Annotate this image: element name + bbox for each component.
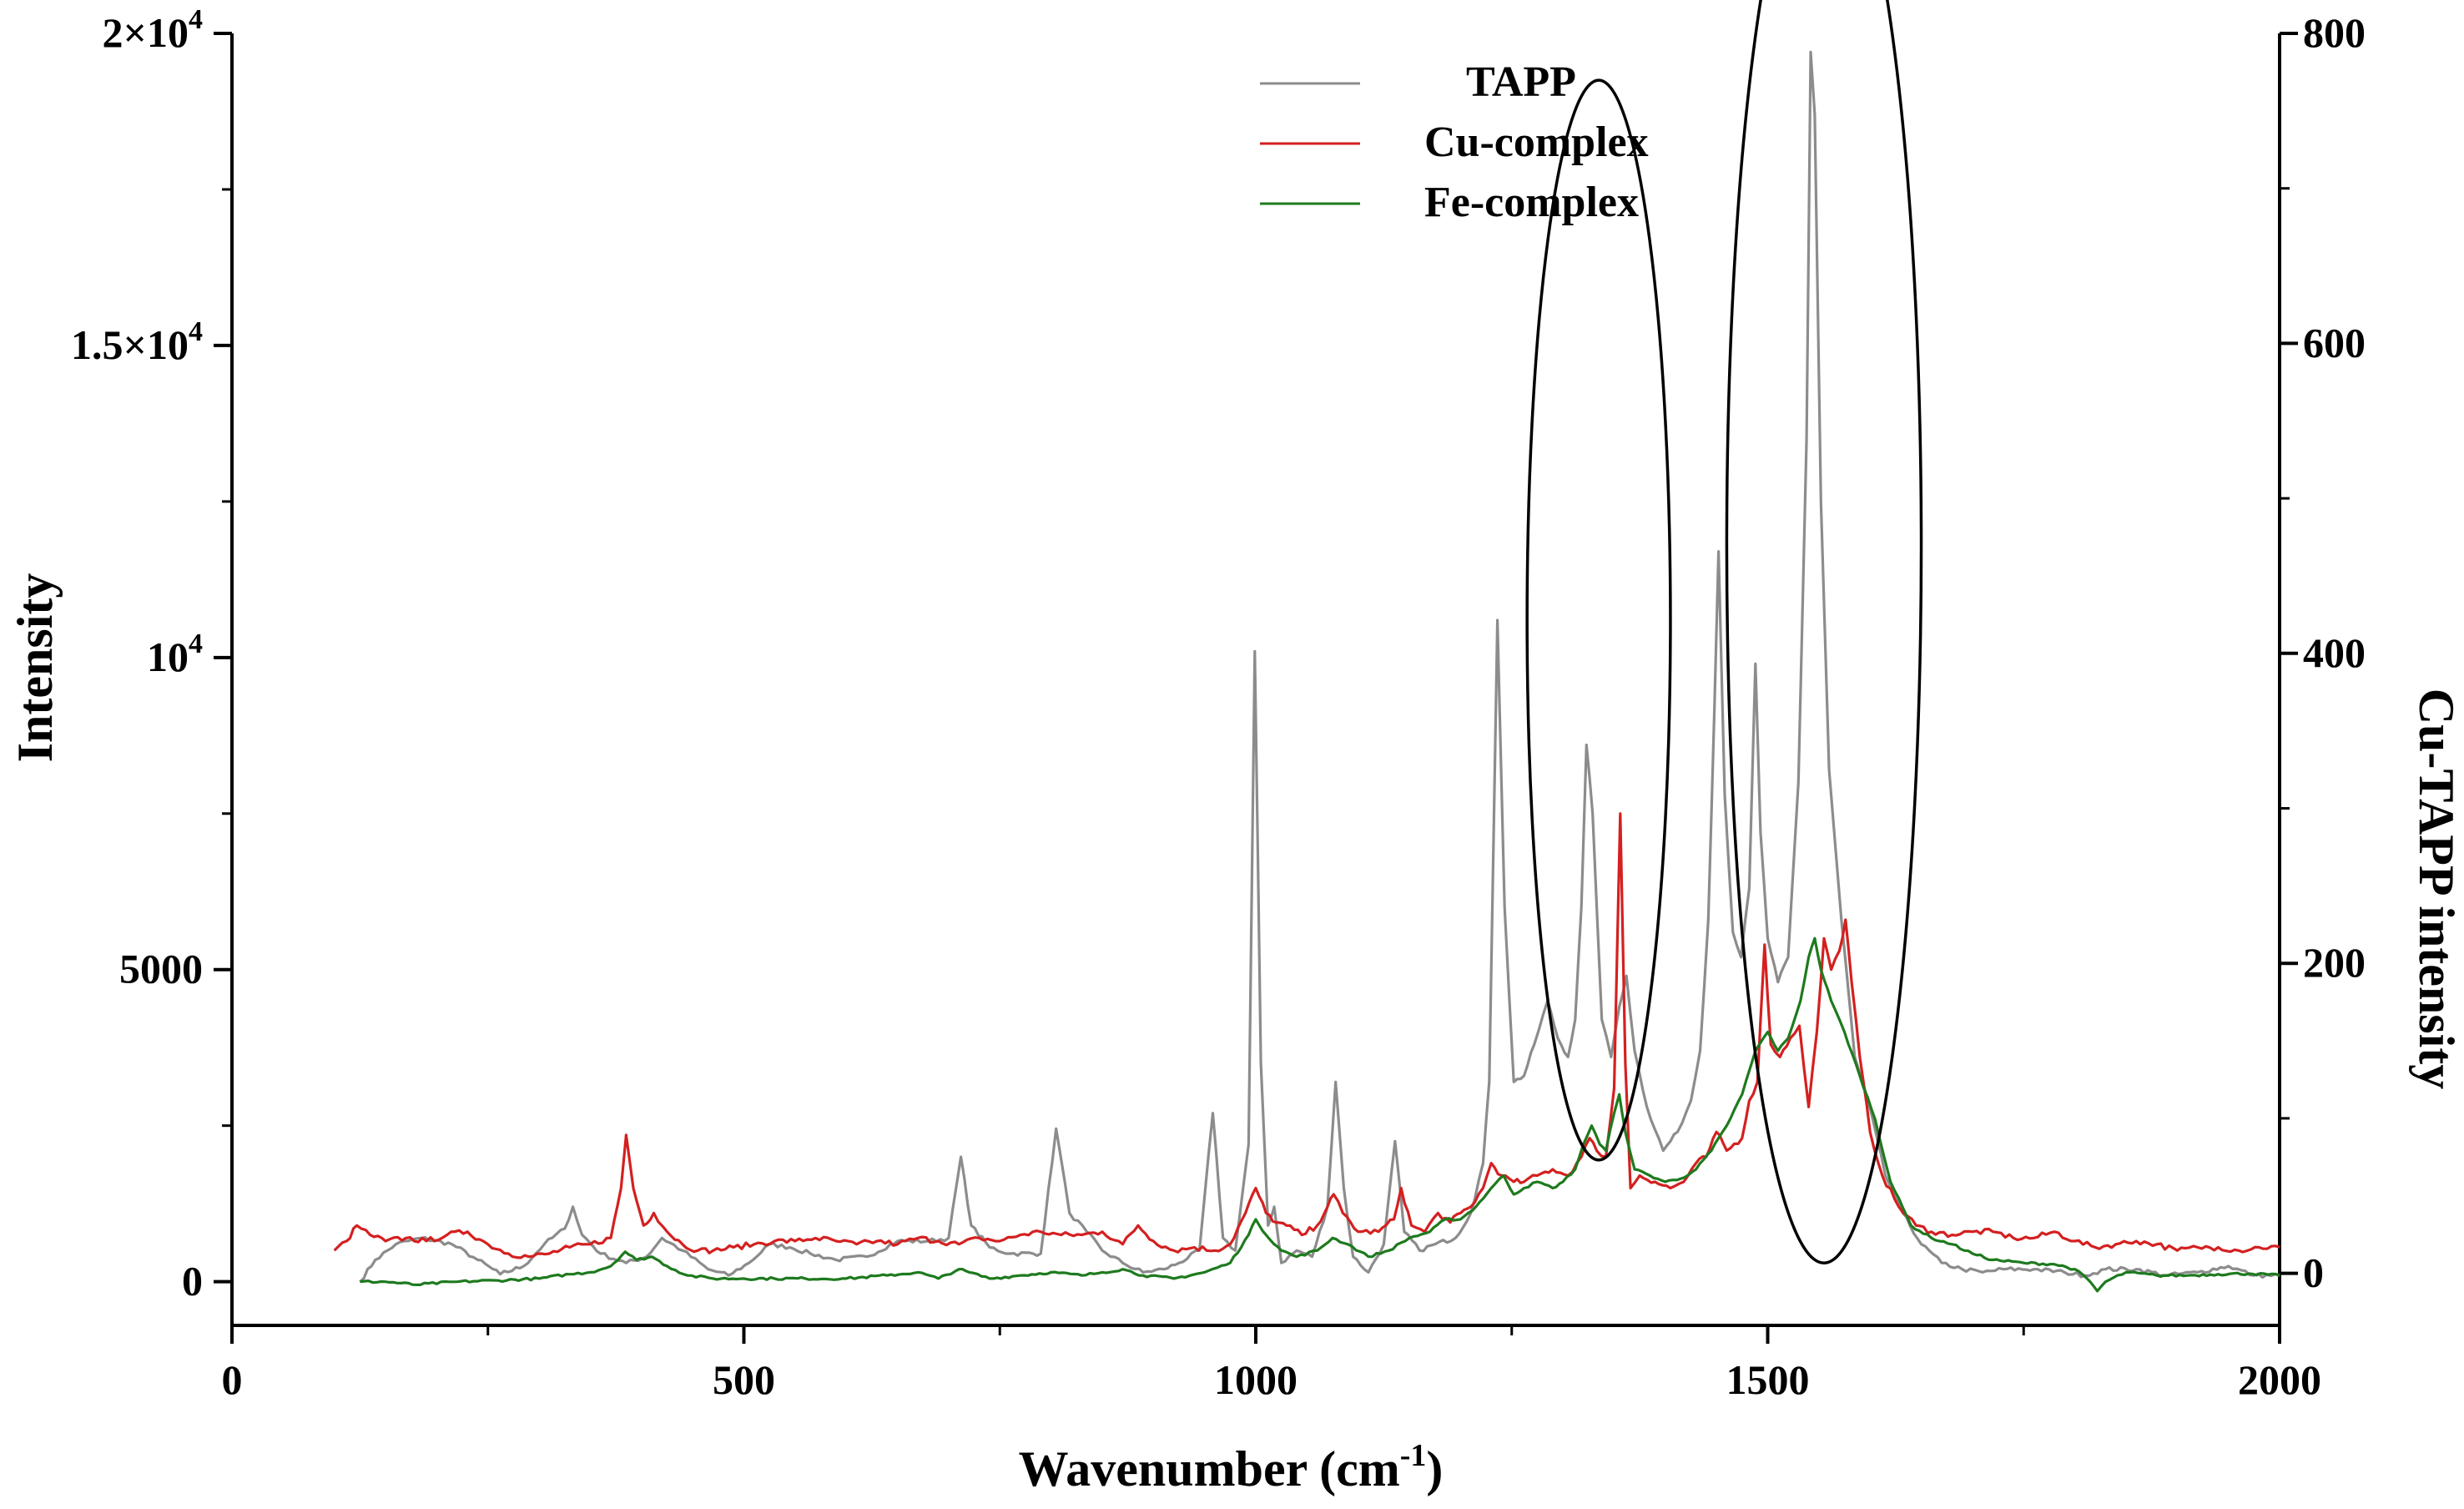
x-tick-label: 2000 (2238, 1356, 2321, 1403)
y-tick-label: 1.5×104 (71, 316, 203, 368)
series-line-tapp (359, 50, 2280, 1283)
y-tick-label-exponent: 4 (189, 4, 203, 35)
y-tick-label-base: 1.5×10 (71, 321, 189, 368)
x-tick-label: 500 (713, 1356, 775, 1403)
x-axis-title-main: Wavenumber (cm (1019, 1441, 1400, 1496)
axes-layer: 0 500 1000 1500 2000050001041.5×1042×1040200… (71, 4, 2366, 1403)
y-tick-label-base: 2×10 (103, 9, 189, 56)
y-tick-label: 0 (182, 1258, 203, 1305)
y-tick-label-exponent: 4 (189, 628, 203, 659)
highlight-ellipse-1 (1525, 78, 1672, 1162)
x-tick-label: 1000 (1214, 1356, 1298, 1403)
y-tick-label: 5000 (119, 946, 203, 992)
series-line-fe-complex (360, 936, 2280, 1293)
y2-tick-label: 200 (2303, 939, 2366, 986)
y2-tick-label: 400 (2303, 629, 2366, 676)
y-axis-title: Intensity (8, 573, 63, 763)
series-layer (333, 50, 2280, 1293)
y2-axis-title: Cu-TAPP intensity (2409, 689, 2464, 1090)
y-tick-label: 104 (147, 628, 203, 680)
x-axis-title: Wavenumber (cm-1) (1019, 1438, 1444, 1496)
x-axis-title-superscript: -1 (1400, 1438, 1427, 1473)
y-tick-label: 2×104 (103, 4, 204, 56)
series-line-cu-complex (333, 812, 2280, 1259)
x-tick-label: 0 (222, 1356, 243, 1403)
legend: TAPP Cu-complex Fe-complex (1260, 58, 1649, 226)
annotation-layer (1525, 0, 1923, 1264)
highlight-ellipse-2 (1725, 0, 1923, 1264)
legend-label-tapp: TAPP (1466, 58, 1576, 106)
x-tick-label: 1500 (1726, 1356, 1810, 1403)
y2-tick-label: 600 (2303, 319, 2366, 366)
y2-tick-label: 800 (2303, 9, 2366, 56)
legend-label-cu-complex: Cu-complex (1424, 119, 1649, 166)
legend-label-fe-complex: Fe-complex (1424, 179, 1639, 226)
y-tick-label-exponent: 4 (189, 316, 203, 347)
x-axis-title-close: ) (1426, 1441, 1443, 1496)
y2-tick-label: 0 (2303, 1249, 2324, 1296)
y-tick-label-base: 10 (147, 633, 189, 680)
